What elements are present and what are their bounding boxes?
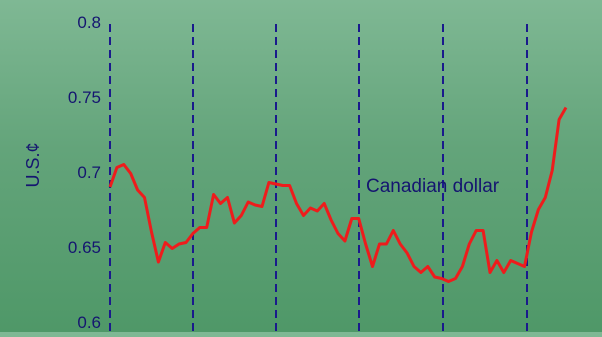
y-tick-label: 0.6: [77, 313, 101, 332]
y-tick-label: 0.65: [68, 238, 101, 257]
y-tick-label: 0.75: [68, 88, 101, 107]
y-tick-label: 0.8: [77, 13, 101, 32]
y-tick-label: 0.7: [77, 163, 101, 182]
y-tick-labels: 0.6 0.65 0.7 0.75 0.8: [68, 13, 101, 332]
series-annotation: Canadian dollar: [366, 176, 500, 197]
y-axis-label: U.S.¢: [23, 142, 43, 187]
series-line-1: [108, 106, 568, 283]
series-layer: [108, 106, 568, 283]
